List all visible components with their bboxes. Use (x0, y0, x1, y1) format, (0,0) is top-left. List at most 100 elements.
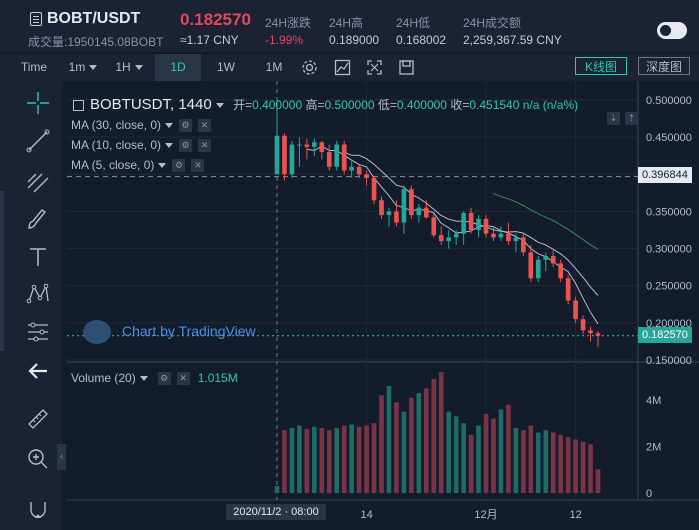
drawing-toolbar (0, 81, 62, 530)
interval-1mo[interactable]: 1M (265, 60, 283, 74)
volume-bar (595, 469, 601, 493)
chevron-down-icon[interactable] (165, 123, 174, 129)
candle-body (304, 144, 310, 147)
candle-body (297, 144, 302, 146)
scroll-down-icon[interactable]: ⇣ (607, 112, 620, 125)
interval-1m[interactable]: 1m (62, 54, 104, 81)
stat-turnover-value: 2,259,367.59 CNY (463, 33, 562, 47)
candle-body (543, 256, 549, 260)
candles (274, 100, 601, 347)
volume-bar (573, 439, 578, 493)
indicator-ma30[interactable]: MA (30, close, 0) ⚙ ✕ (71, 118, 212, 133)
candle-body (446, 237, 452, 242)
pattern-icon[interactable] (25, 281, 51, 307)
interval-1m-label: 1m (68, 60, 86, 74)
parallel-channel-icon[interactable] (25, 168, 51, 194)
volume-legend-value: 1.015M (197, 371, 238, 385)
save-icon[interactable] (398, 59, 415, 76)
candle-body (386, 211, 392, 216)
gear-icon[interactable] (301, 59, 318, 76)
volume-bar (453, 416, 459, 493)
price-tick-label: 0.500000 (646, 95, 692, 107)
high-label: 高= (305, 98, 325, 112)
fullscreen-icon[interactable] (366, 59, 383, 76)
close-value: 0.451540 (469, 98, 520, 112)
watermark[interactable]: Chart by TradingView (122, 323, 256, 339)
interval-1h[interactable]: 1H (108, 54, 150, 81)
chevron-down-icon[interactable] (215, 103, 224, 109)
stat-high-label: 24H高 (329, 16, 364, 30)
interval-1w[interactable]: 1W (217, 60, 235, 74)
candle-body (491, 233, 496, 238)
collapse-sidebar-button[interactable]: ‹ (57, 444, 66, 470)
volume-legend: Volume (20) ⚙ ✕ 1.015M (71, 371, 238, 386)
candle-body (580, 319, 586, 331)
chevron-down-icon (89, 65, 98, 71)
close-icon[interactable]: ✕ (198, 139, 212, 153)
volume-bar (401, 411, 407, 493)
volume-bar (394, 402, 399, 493)
kline-button[interactable]: K线图 (575, 57, 627, 75)
open-label: 开= (233, 98, 253, 112)
volume-bar (535, 432, 541, 493)
crosshair-icon[interactable] (25, 90, 51, 116)
candle-body (289, 144, 295, 175)
depth-button[interactable]: 深度图 (638, 57, 690, 75)
indicator-icon[interactable] (334, 59, 351, 76)
indicator-ma10-label: MA (10, close, 0) (71, 138, 162, 152)
trend-line-icon[interactable] (25, 128, 51, 154)
volume-bar (379, 395, 384, 493)
tradingview-logo (83, 320, 111, 344)
volume-bar (304, 429, 310, 493)
candle-body (521, 237, 526, 253)
magnet-icon[interactable] (25, 496, 51, 522)
moving-averages (306, 145, 599, 325)
time-tick-label: 12月 (474, 509, 497, 521)
candle-body (334, 144, 340, 167)
text-tool-icon[interactable] (25, 244, 51, 270)
volume-bar (431, 379, 437, 493)
measure-icon[interactable] (25, 319, 51, 345)
volume-bar (289, 427, 295, 493)
settings-icon[interactable]: ⚙ (157, 372, 171, 386)
price-tick-label: 0.300000 (646, 244, 692, 256)
chevron-down-icon (134, 65, 143, 71)
document-icon[interactable] (30, 12, 42, 26)
candle-body (513, 237, 519, 242)
scroll-up-icon[interactable]: ⇡ (625, 112, 638, 125)
volume-bar (483, 413, 489, 493)
stat-high-value: 0.189000 (329, 33, 380, 47)
ruler-icon[interactable] (25, 406, 51, 432)
chevron-down-icon[interactable] (158, 163, 167, 169)
settings-icon[interactable]: ⚙ (179, 139, 193, 153)
marked-price-label: 0.396844 (638, 167, 692, 183)
close-icon[interactable]: ✕ (176, 372, 190, 386)
back-arrow-icon[interactable] (25, 358, 51, 384)
current-price-label: 0.182570 (638, 327, 692, 343)
indicator-ma10[interactable]: MA (10, close, 0) ⚙ ✕ (71, 138, 212, 153)
time-label[interactable]: Time (20, 60, 48, 74)
crosshair-date-label: 2020/11/2 · 08:00 (226, 504, 326, 520)
theme-toggle[interactable] (657, 22, 687, 39)
scrollbar[interactable] (0, 191, 4, 351)
zoom-in-icon[interactable] (25, 446, 51, 472)
indicator-ma5[interactable]: MA (5, close, 0) ⚙ ✕ (71, 158, 205, 173)
volume-bar (349, 424, 354, 493)
candle-body (416, 207, 422, 216)
close-icon[interactable]: ✕ (191, 159, 205, 173)
time-tick-label: 14 (360, 509, 372, 521)
candle-body (282, 135, 287, 175)
candle-body (573, 300, 578, 320)
axes: 0.500000 0.450000 0.400000 0.350000 0.300000… (360, 95, 691, 521)
ticker-header: BOBT/USDT 成交量:1950145.08BOBT 0.182570 ≈1… (0, 0, 699, 52)
chevron-down-icon[interactable] (165, 143, 174, 149)
settings-icon[interactable]: ⚙ (172, 159, 186, 173)
close-icon[interactable]: ✕ (198, 119, 212, 133)
settings-icon[interactable]: ⚙ (179, 119, 193, 133)
brush-icon[interactable] (25, 206, 51, 232)
chevron-down-icon[interactable] (139, 376, 148, 382)
interval-1d[interactable]: 1D (155, 54, 201, 81)
collapse-legend-icon[interactable] (73, 100, 84, 112)
volume-bar (558, 434, 563, 493)
